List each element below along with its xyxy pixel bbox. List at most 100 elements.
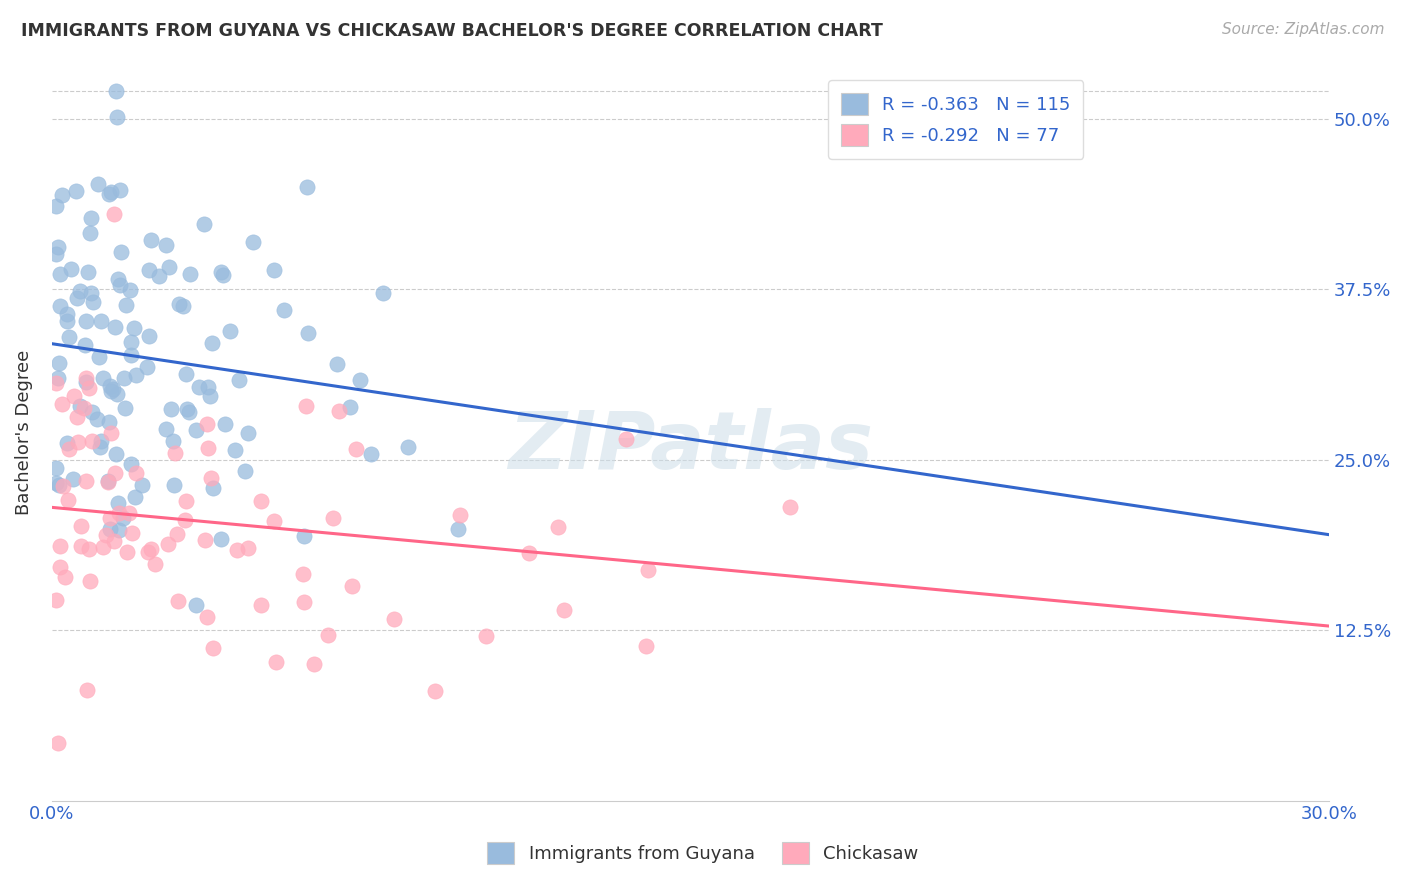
Point [316,628,339,642]
Point [103,533,125,548]
Point [291,567,314,582]
Point [145,558,167,572]
Point [90,314,112,328]
Point [120,348,142,362]
Point [201,336,224,351]
Point [56,492,79,507]
Point [344,442,367,457]
Point [200,471,222,485]
Point [77,542,100,557]
Point [114,298,136,312]
Point [547,519,569,533]
Point [72,401,94,415]
Point [138,262,160,277]
Point [101,382,124,396]
Point [104,84,127,98]
Point [53,570,76,584]
Point [167,296,190,310]
Point [45,376,67,391]
Point [155,237,177,252]
Point [201,641,224,656]
Point [236,541,259,556]
Point [45,476,67,491]
Point [91,540,114,554]
Point [188,380,211,394]
Point [779,500,801,515]
Point [100,186,122,200]
Point [167,593,190,607]
Point [322,511,344,525]
Point [98,378,121,392]
Point [195,610,218,624]
Point [49,539,72,553]
Point [120,283,142,297]
Point [107,496,129,510]
Point [108,524,131,538]
Point [249,598,271,612]
Point [90,434,112,448]
Point [49,267,72,281]
Point [120,457,142,471]
Point [94,528,117,542]
Point [69,284,91,298]
Point [295,179,318,194]
Text: Source: ZipAtlas.com: Source: ZipAtlas.com [1222,22,1385,37]
Point [176,401,198,416]
Point [58,330,80,344]
Point [108,277,131,292]
Point [97,475,120,489]
Point [224,442,246,457]
Point [66,410,89,425]
Point [636,639,658,653]
Point [162,434,184,449]
Point [138,328,160,343]
Point [177,404,200,418]
Point [75,375,97,389]
Point [79,574,101,588]
Point [131,478,153,492]
Point [56,307,79,321]
Point [87,177,110,191]
Point [66,434,89,449]
Point [295,400,318,414]
Point [52,478,75,492]
Point [62,472,84,486]
Point [79,226,101,240]
Point [425,684,447,698]
Point [97,475,120,490]
Point [100,425,122,440]
Point [264,655,287,669]
Point [519,546,541,560]
Point [475,629,498,643]
Point [51,187,73,202]
Point [179,267,201,281]
Point [637,562,659,576]
Point [80,405,103,419]
Point [100,384,122,399]
Point [97,186,120,201]
Point [48,299,70,313]
Point [176,493,198,508]
Point [65,184,87,198]
Point [45,247,67,261]
Point [242,235,264,249]
Point [103,207,125,221]
Point [236,425,259,440]
Point [89,440,111,454]
Point [136,544,159,558]
Point [209,265,232,279]
Point [58,442,80,457]
Point [184,598,207,612]
Point [325,357,347,371]
Legend: R = -0.363   N = 115, R = -0.292   N = 77: R = -0.363 N = 115, R = -0.292 N = 77 [828,80,1084,159]
Point [63,389,86,403]
Point [45,592,67,607]
Point [139,542,162,557]
Point [75,314,97,328]
Point [349,373,371,387]
Point [56,314,79,328]
Point [75,371,97,385]
Point [107,506,129,520]
Point [163,478,186,492]
Point [46,240,69,254]
